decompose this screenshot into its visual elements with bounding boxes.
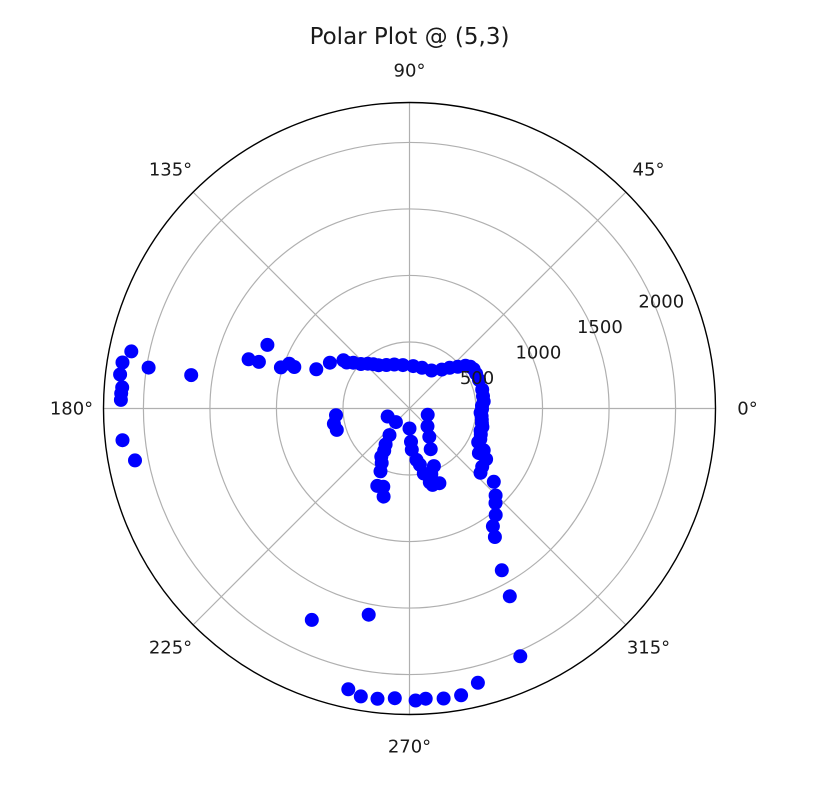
data-point: [502, 589, 517, 604]
data-point: [422, 429, 437, 444]
data-point: [115, 355, 130, 370]
theta-tick-label-90: 90°: [394, 61, 426, 82]
data-point: [322, 355, 337, 370]
data-point: [113, 367, 128, 382]
data-point: [370, 478, 385, 493]
data-point: [471, 446, 486, 461]
data-point: [395, 358, 410, 373]
data-point: [473, 465, 488, 480]
data-point: [402, 421, 417, 436]
data-point: [432, 476, 447, 491]
data-points: [113, 337, 528, 708]
data-point: [124, 344, 139, 359]
data-point: [326, 416, 341, 431]
data-point: [353, 689, 368, 704]
theta-tick-label-135: 135°: [149, 160, 192, 181]
data-point: [424, 363, 439, 378]
data-point: [260, 337, 275, 352]
r-tick-label-500: 500: [460, 368, 494, 389]
theta-tick-label-225: 225°: [149, 638, 192, 659]
data-point: [184, 368, 199, 383]
data-point: [115, 433, 130, 448]
data-point: [361, 607, 376, 622]
theta-tick-label-45: 45°: [633, 160, 665, 181]
data-point: [376, 489, 391, 504]
chart-title: Polar Plot @ (5,3): [310, 24, 510, 50]
data-point: [128, 453, 142, 468]
data-point: [486, 474, 501, 489]
data-point: [426, 459, 441, 474]
theta-tick-label-315: 315°: [627, 638, 670, 659]
theta-tick-label-270: 270°: [388, 737, 431, 758]
r-tick-label-2000: 2000: [638, 292, 684, 313]
data-point: [380, 409, 395, 424]
theta-tick-label-180: 180°: [50, 399, 93, 420]
data-point: [470, 675, 485, 690]
data-point: [488, 496, 503, 510]
polar-spine: [102, 101, 717, 716]
data-point: [341, 682, 356, 697]
data-point: [304, 612, 319, 627]
r-tick-label-1500: 1500: [577, 317, 623, 338]
data-point: [420, 419, 435, 434]
data-point: [487, 530, 502, 544]
data-point: [141, 360, 156, 375]
data-point: [387, 691, 402, 706]
angular-gridline-225: [192, 408, 410, 626]
data-point: [436, 691, 451, 706]
data-point: [488, 508, 503, 522]
grid: [102, 101, 717, 716]
data-point: [382, 428, 397, 443]
data-point: [309, 362, 324, 377]
tick-labels: 0° 45° 90° 135° 180° 225° 270° 315° 500 1000 1500 2…: [50, 61, 758, 758]
angular-gridline-315: [409, 408, 627, 626]
data-point: [423, 442, 438, 457]
r-tick-label-1000: 1000: [515, 343, 561, 364]
theta-tick-label-0: 0°: [737, 399, 757, 420]
data-point: [485, 519, 500, 534]
data-point: [282, 356, 297, 371]
data-point: [408, 693, 423, 708]
data-point: [494, 563, 509, 578]
data-point: [420, 407, 435, 422]
angular-gridline-135: [192, 191, 410, 409]
data-point: [370, 691, 385, 706]
data-point: [454, 688, 469, 703]
data-point: [513, 649, 528, 664]
data-point: [241, 352, 256, 367]
data-point: [113, 392, 128, 407]
